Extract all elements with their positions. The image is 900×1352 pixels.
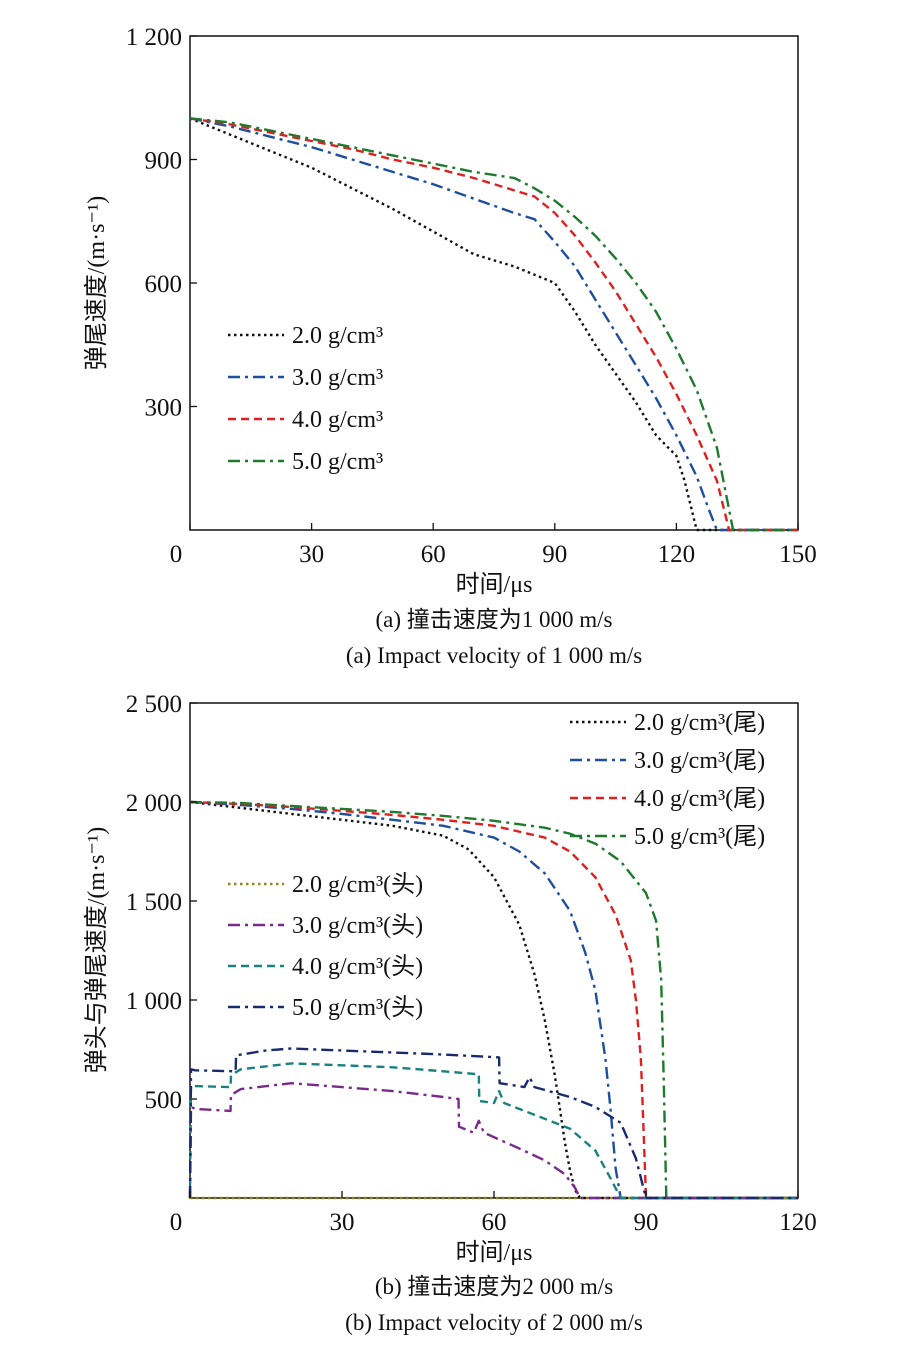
series-line-a-1	[189, 117, 798, 532]
y-axis-title-a: 弹尾速度/(m·s⁻¹)	[83, 196, 110, 371]
y-axis-title-b: 弹头与弹尾速度/(m·s⁻¹)	[83, 827, 110, 1074]
ticks-group-a: 0 30 60 90 120 150 300 600 900 1 200	[126, 24, 817, 568]
series-line-b-4	[189, 800, 798, 1200]
chart-panel-b: 0 30 60 90 120 500 1 000 1 500 2 000 2 500 2.0 g/…	[83, 691, 817, 1335]
y-tick-label-b-1: 500	[145, 1087, 183, 1114]
caption-en-a: (a) Impact velocity of 1 000 m/s	[346, 643, 642, 668]
y-tick-label-a-1: 300	[145, 395, 183, 422]
chart-panel-a: 0 30 60 90 120 150 300 600 900 1 200 2.0 g/cm³ 3.0…	[83, 24, 817, 668]
legend-b: 2.0 g/cm³(尾) 3.0 g/cm³(尾) 4.0 g/cm³(尾) 5.0 …	[228, 710, 765, 1021]
x-axis-title-a: 时间/μs	[456, 571, 533, 598]
caption-cn-a: (a) 撞击速度为1 000 m/s	[375, 607, 612, 632]
legend-label-a-1: 2.0 g/cm³	[292, 323, 383, 349]
series-line-b-8	[188, 1047, 798, 1200]
x-tick-label-b-1: 0	[170, 1209, 183, 1236]
ticks-group-b: 0 30 60 90 120 500 1 000 1 500 2 000 2 500	[126, 691, 817, 1236]
legend-label-b-6: 3.0 g/cm³(头)	[292, 912, 423, 939]
x-tick-label-a-6: 150	[779, 541, 817, 568]
series-group-b	[188, 800, 798, 1200]
y-tick-label-a-4: 1 200	[126, 24, 182, 51]
legend-label-b-4: 5.0 g/cm³(尾)	[634, 824, 765, 850]
plot-frame-b	[189, 702, 799, 1199]
series-line-a-3	[189, 117, 798, 532]
x-tick-label-a-1: 0	[170, 541, 183, 568]
series-line-b-1	[189, 800, 798, 1200]
legend-label-b-8: 5.0 g/cm³(头)	[292, 994, 423, 1021]
x-axis-title-b: 时间/μs	[456, 1239, 533, 1266]
legend-label-b-1: 2.0 g/cm³(尾)	[634, 710, 765, 736]
series-line-b-7	[188, 1062, 798, 1200]
y-tick-label-a-3: 900	[145, 148, 183, 175]
series-line-b-2	[189, 800, 798, 1200]
legend-label-b-2: 3.0 g/cm³(尾)	[634, 748, 765, 774]
legend-label-a-3: 4.0 g/cm³	[292, 407, 383, 433]
y-tick-label-b-5: 2 500	[126, 691, 182, 718]
legend-a: 2.0 g/cm³ 3.0 g/cm³ 4.0 g/cm³ 5.0 g/cm³	[228, 323, 383, 475]
x-tick-label-b-5: 120	[779, 1209, 817, 1236]
x-tick-label-a-3: 60	[421, 541, 446, 568]
series-line-b-3	[189, 800, 798, 1200]
y-tick-label-b-3: 1 500	[126, 889, 182, 916]
x-tick-label-a-5: 120	[658, 541, 696, 568]
x-tick-label-a-4: 90	[542, 541, 567, 568]
x-tick-label-b-3: 60	[482, 1209, 507, 1236]
series-group-a	[189, 117, 798, 532]
series-line-a-2	[189, 117, 798, 532]
series-line-b-6	[188, 1081, 798, 1200]
x-tick-label-a-2: 30	[299, 541, 324, 568]
series-line-a-4	[189, 117, 798, 532]
legend-label-b-5: 2.0 g/cm³(头)	[292, 871, 423, 898]
legend-label-b-3: 4.0 g/cm³(尾)	[634, 786, 765, 812]
y-tick-label-b-4: 2 000	[126, 790, 182, 817]
x-tick-label-b-4: 90	[634, 1209, 659, 1236]
legend-label-a-2: 3.0 g/cm³	[292, 365, 383, 391]
x-tick-label-b-2: 30	[330, 1209, 355, 1236]
y-tick-label-a-2: 600	[145, 271, 183, 298]
caption-en-b: (b) Impact velocity of 2 000 m/s	[345, 1310, 643, 1335]
legend-label-a-4: 5.0 g/cm³	[292, 449, 383, 475]
legend-label-b-7: 4.0 g/cm³(头)	[292, 953, 423, 980]
caption-cn-b: (b) 撞击速度为2 000 m/s	[375, 1274, 613, 1299]
y-tick-label-b-2: 1 000	[126, 988, 182, 1015]
